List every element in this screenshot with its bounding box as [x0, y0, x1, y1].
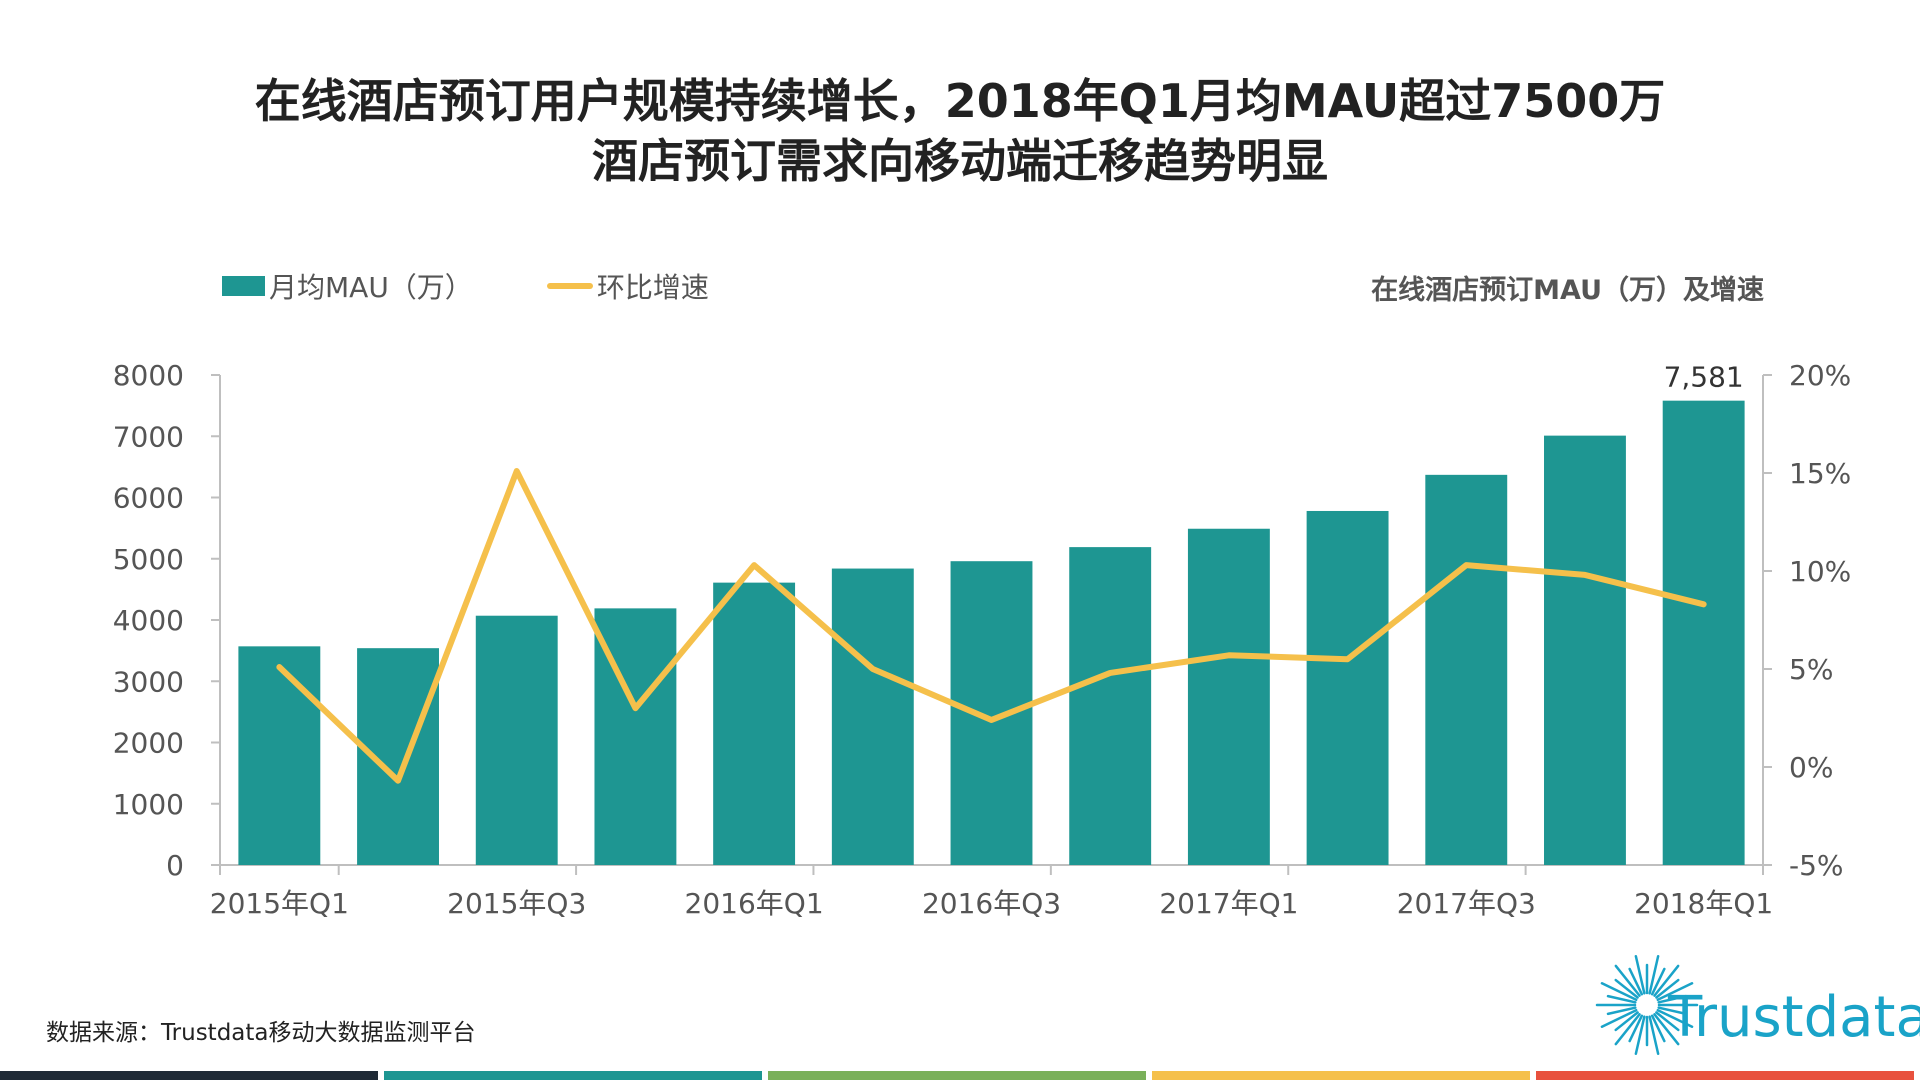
y-left-tick-label: 1000: [113, 788, 184, 821]
logo-text: Trustdata: [1668, 985, 1920, 1050]
data-label: 7,581: [1664, 361, 1744, 394]
logo-ray: [1656, 1008, 1694, 1028]
x-tick-label: 2016年Q1: [685, 887, 824, 920]
logo-ray: [1628, 1014, 1644, 1043]
logo-ray: [1614, 978, 1639, 999]
x-tick-label: 2016年Q3: [922, 887, 1061, 920]
legend-label-mau: 月均MAU（万）: [269, 271, 473, 304]
logo-ray: [1653, 1013, 1680, 1046]
logo-ray: [1657, 1006, 1688, 1016]
bar: [1187, 528, 1270, 865]
y-right-tick-label: 0%: [1789, 751, 1833, 784]
logo-ray: [1614, 1011, 1639, 1032]
chart-subtitle: 在线酒店预订MAU（万）及增速: [1371, 275, 1764, 306]
x-tick-label: 2015年Q3: [447, 887, 586, 920]
x-tick-label: 2018年Q1: [1634, 887, 1773, 920]
logo-ray: [1600, 1008, 1638, 1028]
y-left-tick-label: 2000: [113, 727, 184, 760]
chart-title-line2: 酒店预订需求向移动端迁移趋势明显: [592, 134, 1328, 188]
footer-color-bars: [0, 1071, 1920, 1080]
bar: [1662, 400, 1745, 865]
logo-ray: [1650, 967, 1666, 996]
y-right-tick-label: 20%: [1789, 359, 1851, 392]
y-right-tick-label: 15%: [1789, 457, 1851, 490]
logo-ray: [1614, 964, 1641, 997]
logo-ray: [1657, 994, 1688, 1004]
logo-ray: [1614, 1013, 1641, 1046]
logo-ray: [1655, 1011, 1680, 1032]
y-left-tick-label: 6000: [113, 482, 184, 515]
logo-ray: [1650, 1014, 1666, 1043]
y-right-tick-label: 5%: [1789, 653, 1833, 686]
logo-ray: [1600, 982, 1638, 1002]
bar: [713, 582, 796, 865]
y-left-tick-label: 7000: [113, 420, 184, 453]
logo-ray: [1653, 964, 1680, 997]
y-right-tick-label: -5%: [1789, 849, 1844, 882]
bar: [1425, 474, 1508, 865]
logo-ray: [1656, 982, 1694, 1002]
bar: [1069, 547, 1152, 865]
x-tick-label: 2015年Q1: [210, 887, 349, 920]
footer-bar-3: [768, 1071, 1146, 1080]
legend-bar-swatch: [222, 276, 265, 296]
y-left-tick-label: 5000: [113, 543, 184, 576]
y-left-tick-label: 4000: [113, 604, 184, 637]
bar: [238, 646, 321, 865]
logo-ray: [1628, 967, 1644, 996]
bar: [475, 615, 558, 865]
bar: [1544, 435, 1626, 865]
footer-bar-2: [384, 1071, 762, 1080]
x-tick-label: 2017年Q1: [1159, 887, 1298, 920]
legend-line-swatch: [546, 283, 593, 289]
logo-ray: [1606, 1006, 1637, 1016]
legend-label-growth: 环比增速: [596, 271, 709, 304]
logo-ray: [1655, 978, 1680, 999]
y-left-tick-label: 0: [166, 849, 184, 882]
bar: [1306, 510, 1389, 865]
logo-ray: [1634, 955, 1646, 995]
footer-bar-5: [1536, 1071, 1914, 1080]
source-note: 数据来源：Trustdata移动大数据监测平台: [46, 1020, 476, 1046]
legend: 月均MAU（万） 环比增速: [222, 266, 709, 306]
footer-bar-1: [0, 1071, 378, 1080]
bar: [950, 561, 1033, 865]
logo-ray: [1634, 1015, 1646, 1055]
x-tick-label: 2017年Q3: [1397, 887, 1536, 920]
bar: [831, 568, 914, 865]
trustdata-logo-icon: [1595, 955, 1699, 1055]
logo-ray: [1648, 955, 1660, 995]
y-left-tick-label: 8000: [113, 359, 184, 392]
chart-svg: 0 1000 2000 3000 4000 5000 6000 7000 8000 -5% 0% 5%…: [113, 359, 1852, 920]
y-left-tick-label: 3000: [113, 665, 184, 698]
logo-ray: [1648, 1015, 1660, 1055]
y-right-tick-label: 10%: [1789, 555, 1851, 588]
footer-bar-4: [1152, 1071, 1530, 1080]
logo-ray: [1606, 994, 1637, 1004]
chart-title-line1: 在线酒店预订用户规模持续增长，2018年Q1月均MAU超过7500万: [254, 74, 1666, 128]
